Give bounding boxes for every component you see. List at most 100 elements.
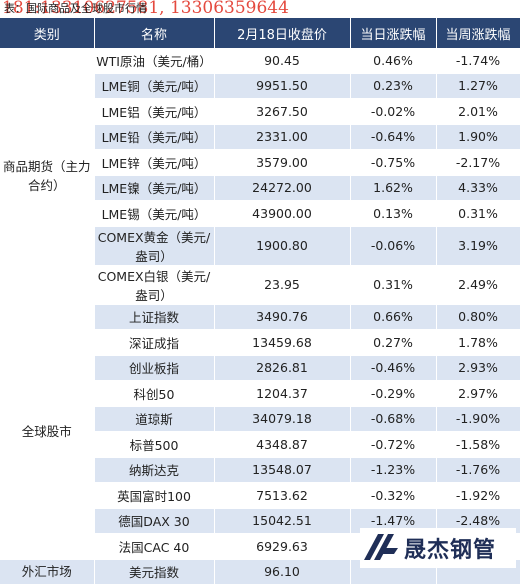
name-cell: 上证指数 [94, 304, 215, 330]
name-cell: 纳斯达克 [94, 457, 215, 483]
day-change-cell: -0.06% [350, 226, 437, 266]
category-cell: 商品期货（主力合约） [0, 48, 95, 305]
day-change-cell: -0.46% [350, 355, 437, 381]
table-row: LME锌（美元/吨） 3579.00 -0.75% -2.17% [0, 149, 520, 176]
week-change-cell: 2.01% [436, 98, 520, 125]
table-row: COMEX白银（美元/盎司） 23.95 0.31% 2.49% [0, 265, 520, 305]
close-price-cell: 23.95 [214, 265, 351, 305]
day-change-cell: -0.68% [350, 406, 437, 432]
close-price-cell: 34079.18 [214, 406, 351, 432]
week-change-cell: -1.92% [436, 482, 520, 509]
close-price-cell: 9951.50 [214, 73, 351, 99]
table-row: 全球股市 上证指数 3490.76 0.66% 0.80% [0, 304, 520, 560]
week-change-cell: 0.80% [436, 304, 520, 330]
day-change-cell: -0.64% [350, 124, 437, 150]
name-cell: LME镍（美元/吨） [94, 175, 215, 201]
table-row: LME铜（美元/吨） 9951.50 0.23% 1.27% [0, 73, 520, 99]
name-cell: LME锌（美元/吨） [94, 149, 215, 176]
company-logo-text: 晟杰钢管 [404, 538, 497, 563]
name-cell: LME铅（美元/吨） [94, 124, 215, 150]
day-change-cell: -1.23% [350, 457, 437, 483]
table-row: 标普500 4348.87 -0.72% -1.58% [0, 431, 520, 458]
close-price-cell: 3579.00 [214, 149, 351, 176]
table-header-row: 类别 名称 2月18日收盘价 当日涨跌幅 当周涨跌幅 [0, 18, 520, 48]
close-price-cell: 3267.50 [214, 98, 351, 125]
week-change-cell: 4.33% [436, 175, 520, 201]
table-caption: 181:13310627581, 13306359644 表：国际商品及全球股市… [2, 0, 518, 18]
table-row: 英国富时100 7513.62 -0.32% -1.92% [0, 482, 520, 509]
name-cell: 创业板指 [94, 355, 215, 381]
close-price-cell: 24272.00 [214, 175, 351, 201]
phone-watermark: 181:13310627581, 13306359644 [2, 0, 289, 18]
caption-title: 表：国际商品及全球股市行情 [4, 2, 147, 15]
week-change-cell: -1.90% [436, 406, 520, 432]
week-change-cell: -1.58% [436, 431, 520, 458]
name-cell: WTI原油（美元/桶） [94, 48, 215, 74]
day-change-cell: 1.62% [350, 175, 437, 201]
category-cell: 全球股市 [0, 304, 95, 560]
table-row: 科创50 1204.37 -0.29% 2.97% [0, 380, 520, 407]
header-name: 名称 [94, 18, 215, 48]
name-cell: COMEX黄金（美元/盎司） [94, 226, 215, 266]
day-change-cell: 0.66% [350, 304, 437, 330]
header-day-change: 当日涨跌幅 [350, 18, 437, 48]
close-price-cell: 3490.76 [214, 304, 351, 330]
name-cell: LME锡（美元/吨） [94, 200, 215, 227]
table-row: LME镍（美元/吨） 24272.00 1.62% 4.33% [0, 175, 520, 201]
name-cell: LME铝（美元/吨） [94, 98, 215, 125]
close-price-cell: 2331.00 [214, 124, 351, 150]
week-change-cell: -1.76% [436, 457, 520, 483]
day-change-cell: -0.29% [350, 380, 437, 407]
name-cell: 标普500 [94, 431, 215, 458]
day-change-cell: -0.72% [350, 431, 437, 458]
close-price-cell: 1204.37 [214, 380, 351, 407]
close-price-cell: 13459.68 [214, 329, 351, 356]
day-change-cell: -0.75% [350, 149, 437, 176]
day-change-cell: -0.02% [350, 98, 437, 125]
close-price-cell: 90.45 [214, 48, 351, 74]
day-change-cell: 0.31% [350, 265, 437, 305]
name-cell: 深证成指 [94, 329, 215, 356]
table-row: 道琼斯 34079.18 -0.68% -1.90% [0, 406, 520, 432]
day-change-cell: 0.46% [350, 48, 437, 74]
header-week-change: 当周涨跌幅 [436, 18, 520, 48]
table-row: 深证成指 13459.68 0.27% 1.78% [0, 329, 520, 356]
close-price-cell: 43900.00 [214, 200, 351, 227]
name-cell: LME铜（美元/吨） [94, 73, 215, 99]
company-logo: 晟杰钢管 [360, 528, 516, 568]
quotes-table: 类别 名称 2月18日收盘价 当日涨跌幅 当周涨跌幅 商品期货（主力合约） WTI… [0, 18, 520, 585]
close-price-cell: 4348.87 [214, 431, 351, 458]
name-cell: 法国CAC 40 [94, 533, 215, 560]
close-price-cell: 15042.51 [214, 508, 351, 534]
name-cell: 道琼斯 [94, 406, 215, 432]
close-price-cell: 1900.80 [214, 226, 351, 266]
table-row: COMEX黄金（美元/盎司） 1900.80 -0.06% 3.19% [0, 226, 520, 266]
day-change-cell: 0.13% [350, 200, 437, 227]
day-change-cell: 0.23% [350, 73, 437, 99]
close-price-cell: 6929.63 [214, 533, 351, 560]
close-price-cell: 2826.81 [214, 355, 351, 381]
week-change-cell: -2.17% [436, 149, 520, 176]
name-cell: 科创50 [94, 380, 215, 407]
table-row: LME铝（美元/吨） 3267.50 -0.02% 2.01% [0, 98, 520, 125]
week-change-cell: 1.27% [436, 73, 520, 99]
week-change-cell: 1.90% [436, 124, 520, 150]
name-cell: 德国DAX 30 [94, 508, 215, 534]
header-category: 类别 [0, 18, 95, 48]
table-row: LME铅（美元/吨） 2331.00 -0.64% 1.90% [0, 124, 520, 150]
day-change-cell: 0.27% [350, 329, 437, 356]
week-change-cell: 3.19% [436, 226, 520, 266]
name-cell: 英国富时100 [94, 482, 215, 509]
day-change-cell: -0.32% [350, 482, 437, 509]
table-row: 纳斯达克 13548.07 -1.23% -1.76% [0, 457, 520, 483]
name-cell: COMEX白银（美元/盎司） [94, 265, 215, 305]
week-change-cell: 2.93% [436, 355, 520, 381]
week-change-cell: 2.49% [436, 265, 520, 305]
week-change-cell: 1.78% [436, 329, 520, 356]
company-logo-icon [364, 534, 398, 560]
table-row: 商品期货（主力合约） WTI原油（美元/桶） 90.45 0.46% -1.74% [0, 48, 520, 305]
close-price-cell: 13548.07 [214, 457, 351, 483]
table-row: 创业板指 2826.81 -0.46% 2.93% [0, 355, 520, 381]
close-price-cell: 7513.62 [214, 482, 351, 509]
header-close: 2月18日收盘价 [214, 18, 351, 48]
